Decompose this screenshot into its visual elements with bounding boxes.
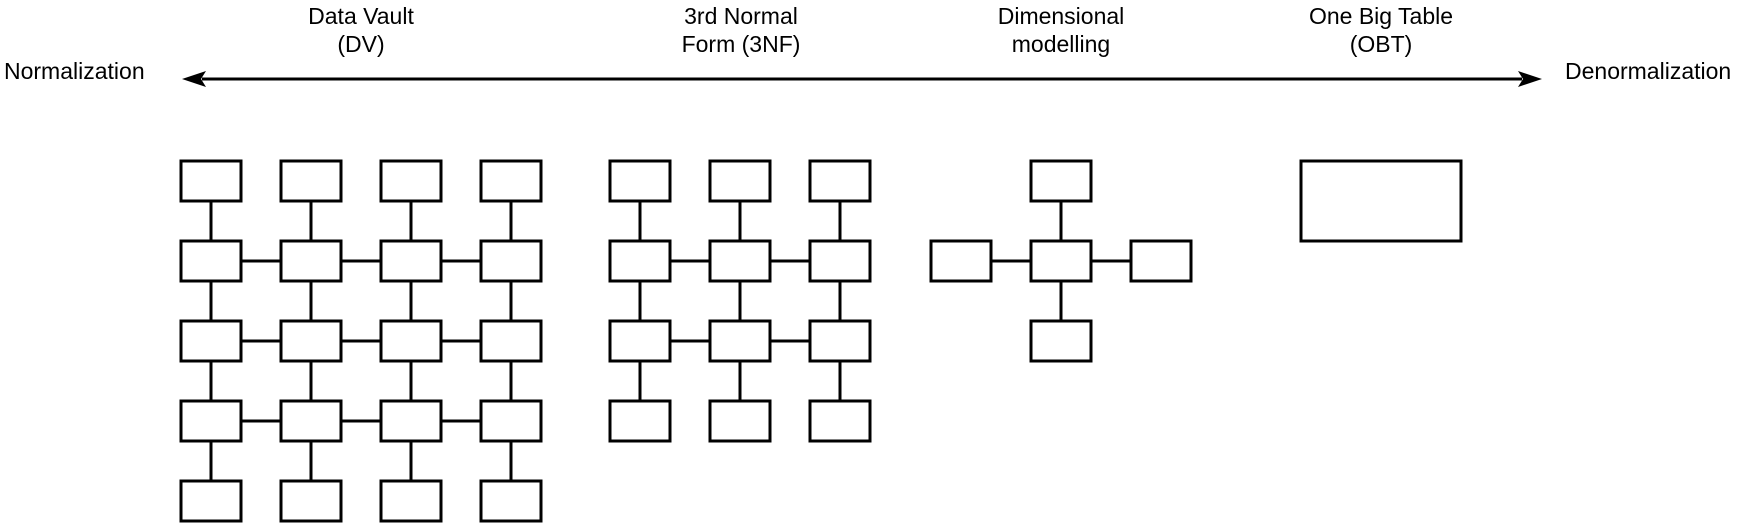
- data-vault-box: [179, 319, 243, 363]
- third-normal-form-box: [808, 319, 872, 363]
- data-vault-box: [379, 319, 443, 363]
- dimensional-modelling-fact-box: [1029, 239, 1093, 283]
- third-normal-form-box: [608, 159, 672, 203]
- data-vault-box: [379, 399, 443, 443]
- third-normal-form-box: [608, 319, 672, 363]
- title-dimensional-modelling-line1: Dimensional: [997, 3, 1125, 29]
- third-normal-form-box: [808, 399, 872, 443]
- data-vault-box: [279, 479, 343, 523]
- title-one-big-table-line1: One Big Table: [1308, 3, 1454, 29]
- third-normal-form-box: [708, 399, 772, 443]
- title-data-vault-line2: (DV): [337, 31, 385, 57]
- title-one-big-table-line2: (OBT): [1349, 31, 1413, 57]
- data-vault-box: [379, 239, 443, 283]
- data-vault-box: [179, 159, 243, 203]
- axis-arrow-head-left: [182, 71, 206, 87]
- title-third-normal-form-line1: 3rd Normal: [684, 3, 798, 29]
- third-normal-form-box: [708, 239, 772, 283]
- normalization-label: Normalization: [4, 58, 145, 84]
- third-normal-form-box: [808, 239, 872, 283]
- one-big-table-box: [1299, 159, 1463, 243]
- third-normal-form-box: [608, 239, 672, 283]
- data-vault-box: [279, 159, 343, 203]
- data-vault-box: [179, 399, 243, 443]
- data-vault-box: [379, 159, 443, 203]
- dimensional-modelling-dim-box: [1029, 159, 1093, 203]
- title-data-vault: Data Vault (DV): [308, 2, 414, 58]
- title-one-big-table: One Big Table (OBT): [1309, 2, 1453, 58]
- data-vault-box: [279, 319, 343, 363]
- data-vault-box: [179, 479, 243, 523]
- title-third-normal-form: 3rd Normal Form (3NF): [682, 2, 801, 58]
- data-vault-box: [479, 479, 543, 523]
- title-data-vault-line1: Data Vault: [308, 3, 414, 29]
- data-vault-box: [379, 479, 443, 523]
- dimensional-modelling-dim-box: [929, 239, 993, 283]
- dimensional-modelling-dim-box: [1029, 319, 1093, 363]
- third-normal-form-box: [608, 399, 672, 443]
- data-vault-box: [479, 399, 543, 443]
- data-vault-box: [279, 399, 343, 443]
- data-vault-box: [479, 319, 543, 363]
- data-vault-box: [479, 239, 543, 283]
- dimensional-modelling-dim-box: [1129, 239, 1193, 283]
- data-vault-box: [279, 239, 343, 283]
- denormalization-label: Denormalization: [1565, 58, 1732, 84]
- title-dimensional-modelling-line2: modelling: [1011, 31, 1111, 57]
- data-vault-box: [479, 159, 543, 203]
- third-normal-form-box: [708, 159, 772, 203]
- third-normal-form-box: [808, 159, 872, 203]
- title-dimensional-modelling: Dimensional modelling: [998, 2, 1125, 58]
- title-third-normal-form-line2: Form (3NF): [681, 31, 801, 57]
- axis-arrow-head-right: [1518, 71, 1542, 87]
- third-normal-form-box: [708, 319, 772, 363]
- data-vault-box: [179, 239, 243, 283]
